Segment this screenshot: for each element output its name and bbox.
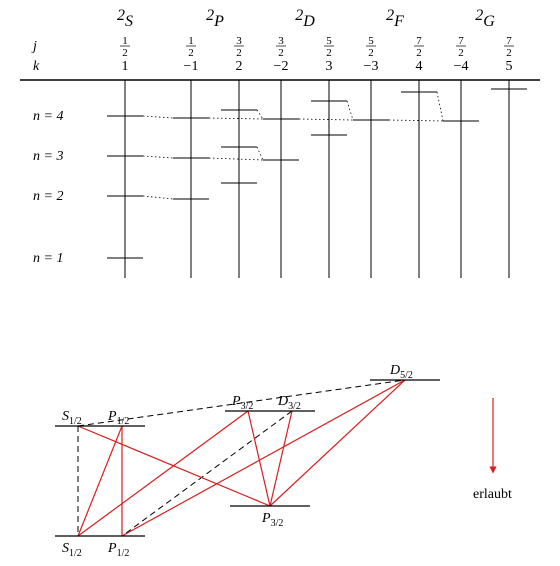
- j-denominator: 2: [278, 47, 284, 59]
- dotted-connector: [143, 196, 173, 199]
- term-symbol: 2F: [386, 7, 404, 30]
- k-value: −3: [364, 59, 379, 74]
- level-label: S1/2: [62, 409, 82, 427]
- dotted-connector: [209, 118, 263, 119]
- dotted-connector: [389, 120, 443, 121]
- j-numerator: 7: [416, 35, 422, 47]
- level-label: P3/2: [231, 394, 253, 412]
- j-denominator: 2: [458, 47, 464, 59]
- j-numerator: 3: [236, 35, 242, 47]
- k-value: 5: [506, 59, 513, 74]
- level-label: P1/2: [107, 409, 129, 427]
- term-symbol: 2G: [475, 7, 495, 30]
- term-symbol: 2D: [295, 7, 315, 30]
- term-symbol: 2S: [117, 7, 133, 30]
- j-row-label: j: [31, 39, 37, 54]
- dotted-connector: [143, 116, 173, 118]
- dotted-connector: [257, 147, 263, 160]
- j-numerator: 1: [188, 35, 194, 47]
- j-denominator: 2: [236, 47, 242, 59]
- j-denominator: 2: [368, 47, 374, 59]
- k-value: 4: [416, 59, 423, 74]
- level-label: D5/2: [389, 363, 413, 381]
- diagram-canvas: 2S2P2D2F2Gjk1212323252527272721−12−23−34…: [0, 0, 560, 566]
- j-numerator: 7: [458, 35, 464, 47]
- n-label: n = 1: [33, 251, 63, 266]
- j-denominator: 2: [326, 47, 332, 59]
- j-numerator: 5: [326, 35, 332, 47]
- k-value: −2: [274, 59, 289, 74]
- j-numerator: 5: [368, 35, 374, 47]
- dotted-connector: [257, 110, 263, 119]
- term-symbol: 2P: [206, 7, 224, 30]
- level-label: P1/2: [107, 541, 129, 559]
- j-denominator: 2: [188, 47, 194, 59]
- dotted-connector: [143, 156, 173, 158]
- k-value: 3: [326, 59, 333, 74]
- k-value: 1: [122, 59, 129, 74]
- n-label: n = 4: [33, 109, 63, 124]
- dotted-connector: [209, 158, 263, 160]
- dotted-connector: [299, 119, 353, 120]
- level-label: S1/2: [62, 541, 82, 559]
- j-numerator: 1: [122, 35, 128, 47]
- n-label: n = 2: [33, 189, 63, 204]
- k-value: −4: [454, 59, 469, 74]
- legend-text: erlaubt: [473, 487, 512, 502]
- n-label: n = 3: [33, 149, 63, 164]
- j-denominator: 2: [506, 47, 512, 59]
- dotted-connector: [437, 92, 443, 121]
- level-label: P3/2: [261, 511, 283, 529]
- j-denominator: 2: [122, 47, 128, 59]
- dotted-connector: [347, 101, 353, 120]
- j-numerator: 3: [278, 35, 284, 47]
- allowed-transition: [248, 411, 270, 506]
- j-numerator: 7: [506, 35, 512, 47]
- j-denominator: 2: [416, 47, 422, 59]
- k-row-label: k: [33, 59, 40, 74]
- k-value: −1: [184, 59, 199, 74]
- k-value: 2: [236, 59, 243, 74]
